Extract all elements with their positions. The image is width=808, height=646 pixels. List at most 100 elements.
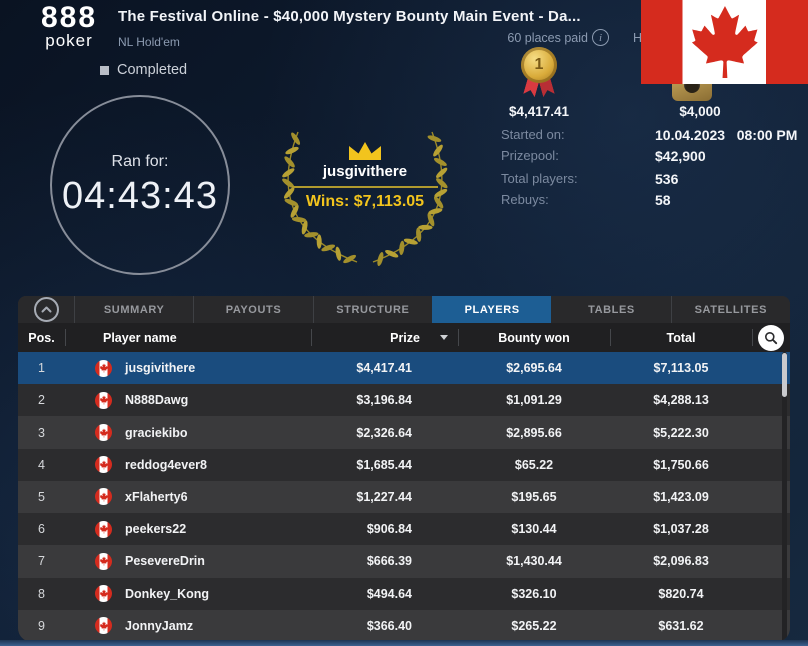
search-icon [765, 331, 778, 344]
cell-total: $1,037.28 [653, 522, 709, 537]
player-name: jusgivithere [125, 361, 196, 376]
player-name: JonnyJamz [125, 618, 194, 633]
scrollbar-thumb[interactable] [782, 353, 787, 397]
canada-flag-icon [95, 424, 112, 442]
cell-prize: $494.64 [366, 586, 412, 601]
search-cell [752, 323, 790, 352]
stat-label: Prizepool: [501, 148, 559, 163]
player-name: xFlaherty6 [125, 489, 188, 504]
cell-player: graciekibo [65, 424, 311, 442]
player-name: graciekibo [125, 425, 188, 440]
cell-position: 3 [38, 425, 45, 440]
tournament-title: The Festival Online - $40,000 Mystery Bo… [118, 8, 581, 25]
cell-bounty: $2,895.66 [506, 425, 562, 440]
table-row[interactable]: 7 PesevereDrin $666.39 $1,430.44 $2,096.… [18, 545, 790, 578]
tournament-stats: Started on: 10.04.2023 08:00 PM Prizepoo… [501, 124, 801, 210]
table-row[interactable]: 8 Donkey_Kong $494.64 $326.10 $820.74 [18, 577, 790, 610]
maple-leaf-icon [691, 6, 758, 78]
cell-total: $5,222.30 [653, 425, 709, 440]
cell-bounty: $326.10 [511, 586, 557, 601]
stat-row: Total players: 536 [501, 168, 801, 189]
table-row[interactable]: 6 peekers22 $906.84 $130.44 $1,037.28 [18, 513, 790, 546]
column-header-bounty: Bounty won [458, 323, 610, 352]
cell-player: xFlaherty6 [65, 488, 311, 506]
cell-total: $1,750.66 [653, 457, 709, 472]
stat-label: Rebuys: [501, 192, 549, 207]
cell-position: 5 [38, 489, 45, 504]
canada-flag-icon [95, 552, 112, 570]
ran-for-timer: Ran for: 04:43:43 [50, 95, 230, 275]
table-scrollbar[interactable] [782, 352, 787, 642]
cell-player: peekers22 [65, 520, 311, 538]
table-row[interactable]: 9 JonnyJamz $366.40 $265.22 $631.62 [18, 609, 790, 642]
sort-dropdown-icon[interactable] [440, 335, 448, 340]
stat-row: Rebuys: 58 [501, 189, 801, 210]
stat-value: $42,900 [655, 147, 706, 164]
window-bottom-edge [0, 640, 808, 646]
cell-position: 7 [38, 554, 45, 569]
cell-prize: $366.40 [366, 618, 412, 633]
status-bullet-icon [100, 65, 109, 75]
cell-player: JonnyJamz [65, 617, 311, 635]
tab-players[interactable]: PLAYERS [431, 296, 552, 323]
canada-flag-icon [95, 520, 112, 538]
player-name: reddog4ever8 [125, 457, 207, 472]
stat-row: Prizepool: $42,900 [501, 145, 801, 166]
places-paid-label: 60 places paid [507, 31, 588, 45]
tab-payouts[interactable]: PAYOUTS [193, 296, 312, 323]
winner-wins-amount: Wins: $7,113.05 [305, 193, 425, 210]
tab-structure[interactable]: STRUCTURE [312, 296, 432, 323]
column-header-prize[interactable]: Prize [311, 323, 458, 352]
cell-bounty: $195.65 [511, 489, 557, 504]
cell-prize: $666.39 [366, 554, 412, 569]
table-row[interactable]: 2 N888Dawg $3,196.84 $1,091.29 $4,288.13 [18, 384, 790, 417]
cell-position: 9 [38, 618, 45, 633]
tab-summary[interactable]: SUMMARY [74, 296, 193, 323]
stat-label: Total players: [501, 171, 578, 186]
player-name: PesevereDrin [125, 554, 205, 569]
cell-position: 6 [38, 522, 45, 537]
table-row[interactable]: 5 xFlaherty6 $1,227.44 $195.65 $1,423.09 [18, 480, 790, 514]
888poker-logo: 888 poker [30, 3, 108, 50]
tab-tables[interactable]: TABLES [588, 303, 635, 316]
status-label: Completed [117, 62, 188, 78]
player-name: Donkey_Kong [125, 586, 210, 601]
collapse-button[interactable] [18, 296, 74, 323]
first-place-prize: $4,417.41 [508, 104, 570, 119]
cell-position: 2 [38, 393, 45, 408]
cell-total: $7,113.05 [653, 361, 709, 376]
info-icon[interactable]: i [592, 29, 609, 46]
mystery-bounty-prize: $4,000 [679, 104, 721, 119]
table-row[interactable]: 4 reddog4ever8 $1,685.44 $65.22 $1,750.6… [18, 448, 790, 481]
cell-player: Donkey_Kong [65, 585, 311, 603]
tab-bar: SUMMARY PAYOUTS STRUCTURE PLAYERS TABLES SATE… [18, 296, 790, 323]
cell-prize: $3,196.84 [356, 393, 412, 408]
cell-player: reddog4ever8 [65, 456, 311, 474]
player-name: N888Dawg [125, 393, 189, 408]
cell-bounty: $1,091.29 [506, 393, 562, 408]
search-button[interactable] [758, 324, 784, 351]
table-row[interactable]: 1 jusgivithere $4,417.41 $2,695.64 $7,11… [18, 352, 790, 385]
crown-icon [349, 142, 381, 160]
tab-satellites[interactable]: SATELLITES [670, 296, 790, 323]
players-table-body: 1 jusgivithere $4,417.41 $2,695.64 $7,11… [18, 352, 790, 642]
cell-prize: $906.84 [366, 522, 412, 537]
cell-position: 1 [38, 361, 45, 376]
winner-divider [292, 186, 438, 188]
cell-player: jusgivithere [65, 359, 311, 377]
cell-prize: $2,326.64 [356, 425, 412, 440]
winner-name: jusgivithere [322, 163, 408, 180]
table-row[interactable]: 3 graciekibo $2,326.64 $2,895.66 $5,222.… [18, 416, 790, 449]
prize-header-label: Prize [390, 330, 420, 345]
stat-row: Started on: 10.04.2023 08:00 PM [501, 124, 801, 145]
canada-flag-icon [95, 391, 112, 409]
chevron-up-icon [41, 306, 51, 313]
canada-flag-icon [95, 488, 112, 506]
stat-value: 536 [655, 170, 679, 187]
cell-position: 8 [38, 586, 45, 601]
stat-value: 58 [655, 191, 671, 208]
logo-poker: poker [45, 31, 93, 50]
cell-bounty: $2,695.64 [506, 361, 562, 376]
stat-value: 10.04.2023 08:00 PM [655, 126, 798, 143]
